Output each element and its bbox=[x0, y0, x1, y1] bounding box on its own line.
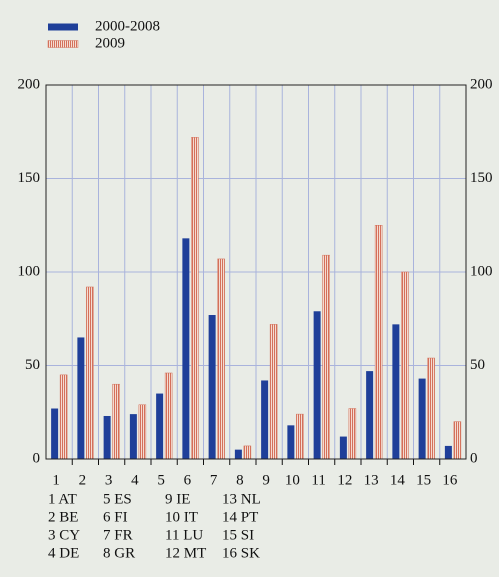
bar bbox=[418, 378, 426, 459]
bar bbox=[348, 408, 357, 460]
bar bbox=[453, 421, 462, 460]
country-key: 6 FI bbox=[103, 509, 128, 525]
bar bbox=[296, 413, 304, 460]
x-tick-label: 11 bbox=[311, 472, 325, 488]
x-tick-label: 15 bbox=[416, 472, 431, 488]
y-tick-label: 0 bbox=[33, 450, 41, 466]
y-tick-label: 200 bbox=[18, 76, 41, 92]
x-tick-label: 14 bbox=[390, 472, 406, 488]
y-tick-label: 50 bbox=[25, 357, 40, 373]
country-key: 7 FR bbox=[103, 527, 133, 543]
bar bbox=[243, 445, 252, 460]
x-tick-label: 9 bbox=[262, 472, 270, 488]
bar bbox=[444, 445, 452, 459]
country-key: 3 CY bbox=[48, 527, 80, 543]
country-key: 13 NL bbox=[222, 491, 261, 507]
country-key: 5 ES bbox=[103, 491, 132, 507]
bar bbox=[77, 337, 85, 459]
y2-tick-label: 200 bbox=[470, 76, 493, 92]
x-tick-label: 16 bbox=[442, 472, 458, 488]
bar bbox=[191, 137, 199, 460]
y2-tick-label: 0 bbox=[470, 450, 478, 466]
y2-tick-label: 50 bbox=[470, 357, 485, 373]
x-tick-label: 8 bbox=[236, 472, 244, 488]
bar bbox=[208, 315, 216, 459]
bar bbox=[322, 254, 330, 460]
bar bbox=[164, 372, 173, 460]
country-key: 4 DE bbox=[48, 545, 79, 561]
bar bbox=[156, 393, 164, 459]
bar bbox=[287, 425, 295, 459]
x-tick-label: 13 bbox=[364, 472, 379, 488]
bar bbox=[374, 225, 383, 460]
legend-label: 2009 bbox=[95, 35, 125, 51]
y-tick-label: 100 bbox=[18, 263, 41, 279]
bar bbox=[112, 383, 120, 460]
y2-tick-label: 150 bbox=[470, 170, 493, 186]
bar bbox=[427, 357, 435, 460]
bar bbox=[339, 436, 347, 459]
legend-swatch bbox=[47, 40, 79, 48]
country-key: 15 SI bbox=[222, 527, 254, 543]
country-key: 16 SK bbox=[222, 545, 260, 561]
bar bbox=[129, 414, 137, 459]
bar bbox=[51, 408, 59, 459]
bar bbox=[86, 286, 94, 460]
bar bbox=[366, 371, 374, 459]
x-tick-label: 3 bbox=[105, 472, 113, 488]
x-tick-label: 5 bbox=[157, 472, 165, 488]
country-key: 1 AT bbox=[48, 491, 77, 507]
x-tick-label: 10 bbox=[285, 472, 300, 488]
bar bbox=[261, 380, 269, 459]
country-key: 11 LU bbox=[165, 527, 203, 543]
country-key: 9 IE bbox=[165, 491, 190, 507]
x-tick-label: 1 bbox=[52, 472, 60, 488]
bar bbox=[269, 324, 278, 460]
bar bbox=[138, 404, 147, 460]
y2-tick-label: 100 bbox=[470, 263, 493, 279]
bar bbox=[103, 415, 111, 459]
bar bbox=[182, 238, 190, 459]
bar bbox=[401, 271, 409, 460]
bar bbox=[234, 449, 242, 459]
country-key: 10 IT bbox=[165, 509, 198, 525]
y-tick-label: 150 bbox=[18, 170, 41, 186]
bar bbox=[392, 324, 400, 459]
x-tick-label: 6 bbox=[184, 472, 192, 488]
plot-frame bbox=[45, 84, 467, 460]
bar bbox=[313, 311, 321, 459]
x-tick-label: 7 bbox=[210, 472, 218, 488]
x-tick-label: 4 bbox=[131, 472, 139, 488]
x-tick-label: 12 bbox=[337, 472, 352, 488]
country-key: 2 BE bbox=[48, 509, 78, 525]
x-tick-label: 2 bbox=[79, 472, 87, 488]
country-key: 8 GR bbox=[103, 545, 135, 561]
country-key: 12 MT bbox=[165, 545, 206, 561]
bar bbox=[217, 258, 225, 460]
bar bbox=[59, 374, 68, 460]
legend-label: 2000-2008 bbox=[95, 18, 160, 34]
country-key: 14 PT bbox=[222, 509, 258, 525]
legend-swatch bbox=[48, 23, 78, 31]
